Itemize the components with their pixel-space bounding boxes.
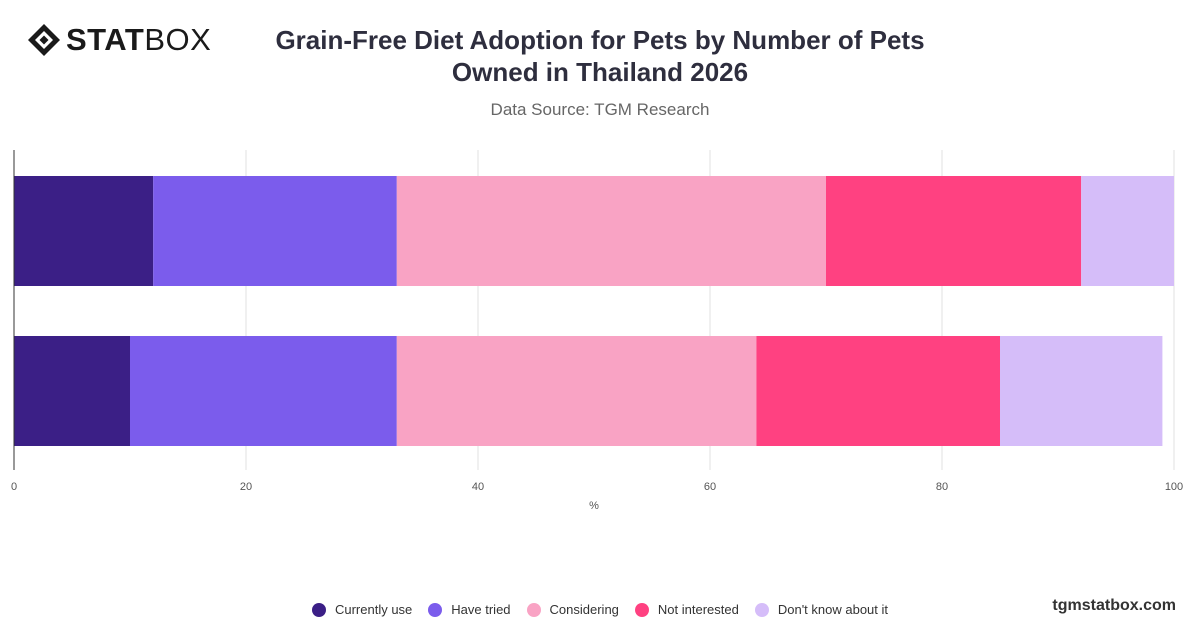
- bar-segment: [756, 336, 1000, 446]
- x-tick-label: 40: [472, 481, 484, 493]
- bar-segment: [153, 176, 397, 286]
- x-tick-label: 100: [1165, 481, 1183, 493]
- chart-title: Grain-Free Diet Adoption for Pets by Num…: [275, 25, 925, 87]
- bar-segment: [14, 336, 130, 446]
- bar-segment: [826, 176, 1082, 286]
- bar-segment: [1000, 336, 1163, 446]
- legend-label: Considering: [549, 602, 619, 617]
- bar-segment: [396, 336, 757, 446]
- legend-item[interactable]: Currently use: [311, 602, 413, 617]
- legend: Currently use Have tried Considering Not in…: [0, 602, 1200, 617]
- logo-wordmark-stat: STAT: [66, 22, 145, 57]
- x-tick-label: 20: [240, 481, 252, 493]
- logo-wordmark: STATBOX: [66, 22, 211, 58]
- legend-swatch: [634, 602, 649, 617]
- legend-swatch: [428, 602, 443, 617]
- legend-swatch: [526, 602, 541, 617]
- axis-layer: 0 20 40 60 80 100%: [11, 150, 1183, 512]
- watermark: tgmstatbox.com: [1052, 597, 1176, 614]
- bar-segment: [130, 336, 397, 446]
- legend-label: Don't know about it: [777, 602, 889, 617]
- bar-segment: [396, 176, 826, 286]
- legend-label: Have tried: [451, 602, 511, 617]
- x-axis-title: %: [589, 500, 599, 512]
- legend-swatch: [754, 602, 769, 617]
- x-tick-label: 0: [11, 481, 17, 493]
- legend-label: Currently use: [334, 602, 413, 617]
- chart-subtitle: Data Source: TGM Research: [490, 100, 710, 119]
- x-tick-label: 80: [936, 481, 948, 493]
- statbox-logo-icon: [28, 24, 60, 56]
- logo-wordmark-box: BOX: [144, 22, 212, 57]
- legend-label: Not interested: [657, 602, 739, 617]
- statbox-logo: STATBOX: [26, 22, 211, 58]
- bar-layer: [14, 176, 1174, 446]
- legend-item[interactable]: Not interested: [634, 602, 739, 617]
- legend-swatch: [311, 602, 326, 617]
- legend-item[interactable]: Don't know about it: [754, 602, 889, 617]
- x-tick-label: 60: [704, 481, 716, 493]
- legend-item[interactable]: Have tried: [428, 602, 511, 617]
- legend-item[interactable]: Considering: [526, 602, 619, 617]
- chart-header: Grain-Free Diet Adoption for Pets by Num…: [240, 24, 960, 120]
- bar-segment: [14, 176, 154, 286]
- bar-segment: [1081, 176, 1174, 286]
